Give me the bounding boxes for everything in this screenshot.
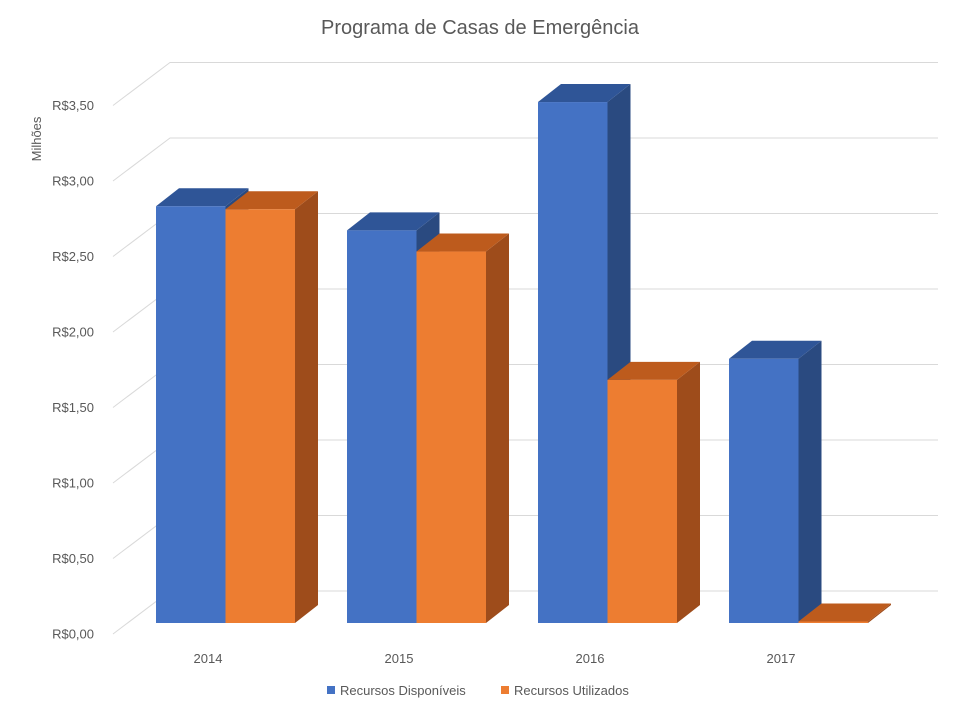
- y-tick-label: R$0,00: [52, 627, 94, 642]
- bar-2016-recursos-utilizados-side-face: [677, 361, 700, 623]
- bar-2017-recursos-disponiveis: [729, 340, 822, 623]
- x-axis: 2014 2015 2016 2017: [194, 651, 796, 666]
- bar-2016-recursos-disponiveis-top-face: [538, 84, 631, 103]
- bar-2015-recursos-utilizados-front-face: [416, 251, 486, 624]
- bar-2017-recursos-disponiveis-front-face: [729, 358, 799, 623]
- legend-swatch-recursos-utilizados: [501, 686, 509, 694]
- x-tick-label: 2017: [767, 651, 796, 666]
- y-axis: R$0,00 R$0,50 R$1,00 R$1,50 R$2,00 R$2,50 R$3,…: [52, 98, 94, 642]
- legend-item-recursos-disponiveis: Recursos Disponíveis: [327, 683, 466, 698]
- x-tick-label: 2016: [576, 651, 605, 666]
- bar-2015-recursos-disponiveis-top-face: [347, 212, 440, 231]
- plot-area: [156, 84, 891, 624]
- y-tick-label: R$0,50: [52, 551, 94, 566]
- bar-2015-recursos-disponiveis-front-face: [347, 230, 417, 623]
- bar-2015-recursos-utilizados-side-face: [486, 233, 509, 624]
- bar-2014-recursos-utilizados: [225, 191, 318, 623]
- bar-2017-recursos-disponiveis-side-face: [798, 340, 822, 623]
- y-tick-label: R$2,50: [52, 249, 94, 264]
- bar-2017-recursos-utilizados-top-face: [798, 603, 891, 622]
- bar-2016-recursos-disponiveis-front-face: [538, 102, 608, 624]
- bar-2014-recursos-disponiveis-top-face: [156, 188, 249, 207]
- y-tick-label: R$1,00: [52, 476, 94, 491]
- bar-2016-recursos-utilizados-top-face: [607, 361, 700, 380]
- bar-2014-recursos-disponiveis-front-face: [156, 206, 226, 624]
- y-tick-label: R$3,50: [52, 98, 94, 113]
- chart-title: Programa de Casas de Emergência: [321, 17, 640, 39]
- bar-2016-recursos-utilizados: [607, 361, 700, 623]
- legend: Recursos Disponíveis Recursos Utilizados: [327, 683, 629, 698]
- gridline: [112, 137, 938, 182]
- bar-2015-recursos-utilizados: [416, 233, 509, 624]
- y-tick-label: R$3,00: [52, 174, 94, 189]
- x-tick-label: 2014: [194, 651, 223, 666]
- y-axis-label: Milhões: [29, 116, 44, 161]
- bar-2017-recursos-utilizados-front-face: [798, 621, 868, 623]
- bar-2014-recursos-utilizados-top-face: [225, 191, 318, 210]
- bar-2017-recursos-utilizados-side-face: [868, 603, 891, 623]
- legend-label-recursos-utilizados: Recursos Utilizados: [514, 683, 629, 698]
- legend-item-recursos-utilizados: Recursos Utilizados: [501, 683, 629, 698]
- gridline: [112, 62, 938, 106]
- x-tick-label: 2015: [385, 651, 414, 666]
- legend-swatch-recursos-disponiveis: [327, 686, 335, 694]
- bar-2017-recursos-disponiveis-top-face: [729, 340, 822, 359]
- bar-2014-recursos-utilizados-side-face: [295, 191, 318, 623]
- y-tick-label: R$2,00: [52, 325, 94, 340]
- bar-2014-recursos-utilizados-front-face: [225, 209, 295, 623]
- legend-label-recursos-disponiveis: Recursos Disponíveis: [340, 683, 466, 698]
- bar-2016-recursos-utilizados-front-face: [607, 379, 677, 623]
- y-tick-label: R$1,50: [52, 400, 94, 415]
- bar-2015-recursos-utilizados-top-face: [416, 233, 509, 252]
- bar-2017-recursos-utilizados: [798, 603, 891, 623]
